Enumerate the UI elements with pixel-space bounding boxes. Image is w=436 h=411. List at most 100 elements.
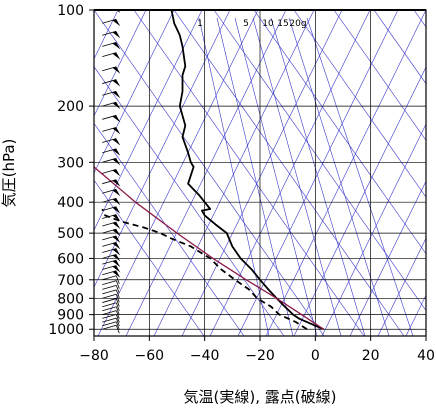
sounding-series	[94, 10, 324, 331]
wind-barb	[102, 241, 121, 250]
wind-barb-staff	[102, 306, 117, 312]
wind-barb	[102, 30, 121, 39]
y-tick-label: 1000	[48, 322, 84, 338]
adiabat-line	[94, 66, 285, 336]
y-tick-label: 600	[57, 251, 84, 267]
wind-barb	[102, 114, 121, 123]
temperature-line	[170, 10, 324, 331]
isotherm-line	[237, 10, 399, 336]
mixing-ratio-line	[288, 17, 390, 336]
isotherm-line	[321, 123, 426, 336]
wind-barb-flag	[112, 206, 121, 214]
wind-barb-tick	[115, 280, 120, 289]
adiabat-lines	[94, 10, 426, 336]
wind-barb	[102, 138, 121, 146]
mixing-ratio-labels: 1 5 10 15 20g	[197, 19, 306, 29]
isotherm-line	[349, 180, 426, 336]
wind-barb-flag	[112, 148, 121, 156]
wind-barb-flag	[112, 169, 121, 177]
wind-barb	[102, 41, 121, 50]
x-tick-label: −40	[190, 348, 220, 364]
wind-barb-staff	[102, 314, 117, 319]
wind-barb-flag	[112, 229, 121, 237]
wind-barb	[102, 280, 120, 289]
isotherm-line	[265, 10, 426, 336]
wind-barb	[102, 221, 121, 230]
y-tick-label: 800	[57, 291, 84, 307]
wind-barb-flag	[112, 260, 121, 268]
x-tick-label: −20	[245, 348, 275, 364]
wind-barb-flag	[112, 158, 121, 166]
wind-barb-tick	[115, 285, 120, 294]
wind-barb	[102, 179, 121, 187]
wind-barb	[102, 235, 121, 243]
wind-barb-flag	[112, 179, 121, 187]
y-tick-label: 700	[57, 273, 84, 289]
wind-barb-flag	[112, 138, 121, 146]
mixing-ratio-line	[252, 17, 342, 336]
mixing-ratio-label: 5	[243, 19, 249, 29]
y-tick-label: 900	[57, 308, 84, 324]
wind-barb-flag	[112, 79, 121, 87]
wind-barb-staff	[102, 302, 117, 308]
mixing-ratio-line	[216, 17, 294, 336]
wind-barb-flag	[112, 31, 121, 39]
wind-barb	[102, 317, 120, 327]
mixing-ratio-line	[234, 17, 318, 336]
adiabat-line	[173, 10, 405, 336]
wind-barb-staff	[102, 289, 117, 295]
mixing-ratio-line	[198, 17, 270, 336]
wind-barb	[102, 126, 121, 135]
wind-barb-flag	[112, 102, 121, 110]
wind-barb-flag	[112, 91, 121, 99]
mixing-ratio-label: 20g	[289, 19, 306, 29]
isotherm-line	[94, 10, 231, 288]
wind-barb-staff	[102, 324, 117, 330]
isotherm-line	[377, 237, 426, 336]
y-tick-label: 500	[57, 226, 84, 242]
wind-barb	[102, 79, 121, 87]
x-tick-label: 40	[417, 348, 435, 364]
wind-barb	[102, 289, 120, 299]
wind-barb	[102, 214, 121, 222]
wind-barb	[102, 314, 120, 323]
x-tick-label: −60	[135, 348, 165, 364]
wind-barb-flag	[112, 189, 121, 197]
wind-barb	[102, 90, 121, 99]
wind-barb-flag	[112, 265, 121, 273]
wind-barb	[102, 306, 120, 315]
grid-lines	[94, 10, 426, 336]
wind-barb	[102, 270, 121, 278]
wind-barb-flag	[112, 254, 121, 262]
isotherm-line	[97, 10, 259, 336]
wind-barb	[102, 101, 121, 110]
x-tick-label: 20	[362, 348, 380, 364]
wind-barb	[102, 157, 121, 166]
adiabat-line	[94, 10, 325, 336]
wind-barb-tick	[115, 314, 120, 323]
wind-barb-flag	[112, 42, 121, 50]
wind-barb	[102, 248, 121, 256]
wind-barb	[102, 52, 121, 60]
adiabat-line	[94, 179, 205, 336]
wind-barb	[102, 206, 121, 214]
wind-barb	[102, 265, 121, 273]
wind-barb-flag	[112, 270, 121, 278]
wind-barb	[102, 293, 120, 303]
wind-barb-staff	[102, 275, 117, 281]
x-tick-label: −80	[79, 348, 109, 364]
wind-barb	[102, 259, 121, 268]
wind-barb-tick	[115, 321, 120, 330]
wind-barb	[102, 275, 120, 284]
wind-barb-tick	[115, 302, 120, 311]
isotherm-line	[153, 10, 315, 336]
isotherm-line	[94, 10, 175, 174]
wind-barb	[102, 254, 121, 262]
wind-barb-staff	[102, 298, 117, 303]
x-tick-label: 0	[311, 348, 320, 364]
wind-barb-tick	[115, 294, 120, 303]
dewpoint-line	[101, 208, 308, 330]
mixing-ratio-label: 10	[262, 19, 274, 29]
wind-barb-flag	[112, 214, 121, 222]
